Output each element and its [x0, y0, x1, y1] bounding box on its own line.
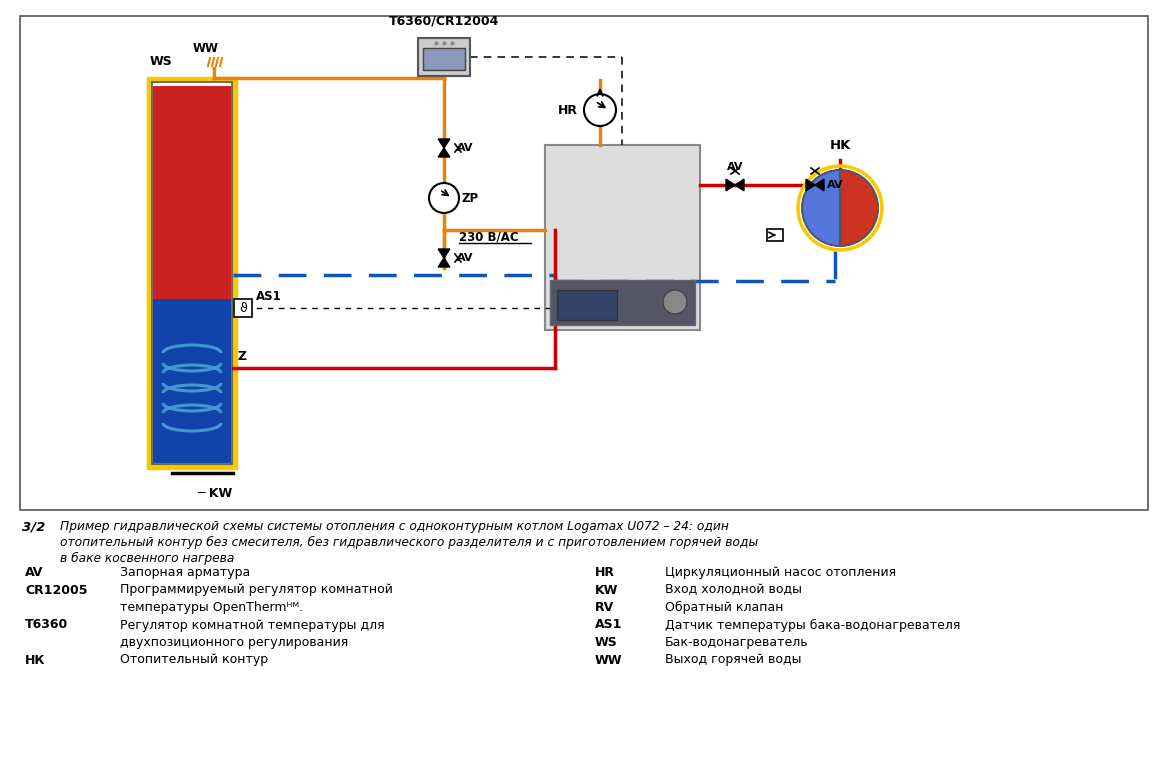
Text: Вход холодной воды: Вход холодной воды: [665, 584, 802, 597]
Polygon shape: [438, 148, 450, 157]
Polygon shape: [438, 258, 450, 267]
Text: KW: KW: [595, 584, 619, 597]
Text: 3/2: 3/2: [22, 520, 45, 533]
Text: Программируемый регулятор комнатной: Программируемый регулятор комнатной: [120, 584, 393, 597]
Polygon shape: [816, 179, 824, 191]
Text: в баке косвенного нагрева: в баке косвенного нагрева: [61, 552, 234, 565]
Text: ZP: ZP: [463, 191, 479, 204]
Text: двухпозиционного регулирования: двухпозиционного регулирования: [120, 636, 348, 649]
Text: WS: WS: [595, 636, 617, 649]
Bar: [557, 290, 617, 320]
Text: Регулятор комнатной температуры для: Регулятор комнатной температуры для: [120, 618, 384, 631]
Text: Пример гидравлической схемы системы отопления с одноконтурным котлом Logamax U07: Пример гидравлической схемы системы отоп…: [61, 520, 729, 533]
Text: температуры OpenThermᴴᴹ.: температуры OpenThermᴴᴹ.: [120, 601, 303, 614]
Bar: [423, 48, 465, 70]
Text: WW: WW: [193, 42, 219, 55]
Circle shape: [429, 183, 459, 213]
Text: НК: НК: [24, 654, 45, 667]
Bar: [545, 145, 700, 330]
Text: Запорная арматура: Запорная арматура: [120, 566, 250, 579]
Bar: [153, 86, 231, 304]
Text: AS1: AS1: [595, 618, 622, 631]
Polygon shape: [726, 179, 735, 191]
Text: Выход горячей воды: Выход горячей воды: [665, 654, 802, 667]
Text: Датчик температуры бака-водонагревателя: Датчик температуры бака-водонагревателя: [665, 618, 960, 631]
Text: WS: WS: [150, 55, 172, 68]
Text: Отопительный контур: Отопительный контур: [120, 654, 268, 667]
Text: ─ KW: ─ KW: [197, 487, 232, 500]
Text: AV: AV: [457, 143, 473, 153]
Text: Обратный клапан: Обратный клапан: [665, 601, 784, 614]
Text: T6360: T6360: [24, 618, 69, 631]
Text: Бак-водонагреватель: Бак-водонагреватель: [665, 636, 809, 649]
Wedge shape: [802, 170, 840, 246]
Polygon shape: [735, 179, 744, 191]
Text: AV: AV: [727, 162, 743, 172]
Bar: [234, 299, 252, 317]
Text: 230 В/АС: 230 В/АС: [459, 230, 518, 243]
Circle shape: [663, 290, 687, 314]
Polygon shape: [438, 139, 450, 148]
Text: HR: HR: [558, 104, 578, 117]
Bar: [148, 78, 236, 468]
Bar: [151, 82, 232, 464]
Bar: [767, 229, 783, 241]
Text: ϑ: ϑ: [239, 302, 247, 315]
Bar: [418, 38, 469, 76]
Text: AS1: AS1: [256, 290, 282, 303]
Text: Циркуляционный насос отопления: Циркуляционный насос отопления: [665, 566, 896, 579]
Circle shape: [584, 94, 616, 126]
Text: RV: RV: [595, 601, 614, 614]
Bar: [550, 280, 696, 325]
Bar: [20, 16, 1148, 510]
Text: CR12005: CR12005: [24, 584, 87, 597]
Polygon shape: [806, 179, 816, 191]
Text: AV: AV: [827, 180, 843, 190]
Text: Z: Z: [238, 349, 247, 362]
Text: WW: WW: [595, 654, 622, 667]
Text: HK: HK: [829, 139, 850, 152]
Bar: [153, 300, 231, 463]
Text: отопительный контур без смесителя, без гидравлического разделителя и с приготовл: отопительный контур без смесителя, без г…: [61, 536, 758, 549]
Text: HR: HR: [595, 566, 615, 579]
Wedge shape: [840, 170, 878, 246]
Text: T6360/CR12004: T6360/CR12004: [389, 15, 499, 28]
Text: AV: AV: [457, 253, 473, 263]
Polygon shape: [438, 249, 450, 258]
Text: AV: AV: [24, 566, 43, 579]
